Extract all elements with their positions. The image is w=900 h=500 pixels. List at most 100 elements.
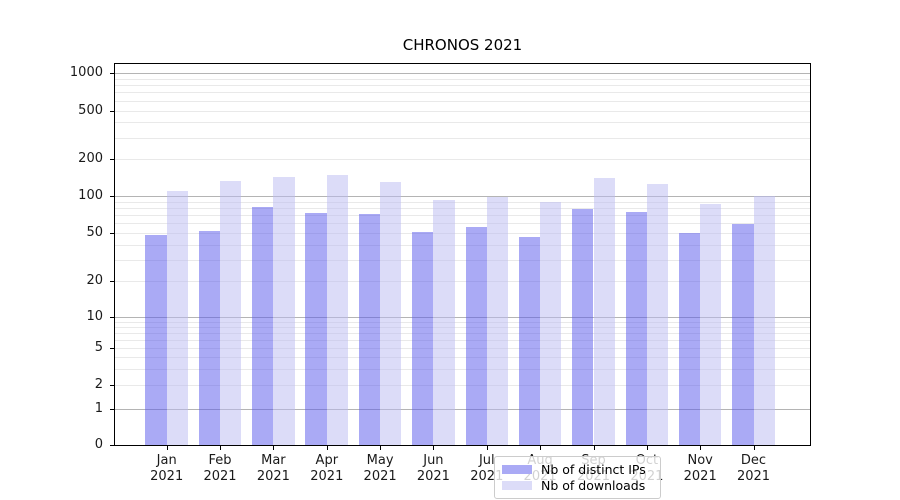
y-tick-label-1: 1 [94, 400, 103, 416]
gridline-3 [115, 368, 810, 370]
gridline-7 [115, 333, 810, 335]
gridline-400 [115, 122, 810, 124]
x-tick-mark-feb [220, 446, 221, 450]
gridline-500 [115, 110, 810, 112]
y-tick-mark-1000 [110, 73, 114, 74]
bar-downloads-sep [593, 178, 615, 445]
y-tick-mark-200 [110, 159, 114, 160]
gridline-10 [115, 317, 810, 318]
y-tick-mark-50 [110, 232, 114, 234]
y-tick-label-50: 50 [86, 224, 103, 240]
legend-item-distinct-ips: Nb of distinct IPs [502, 461, 652, 477]
bar-distinct-ips-nov [678, 232, 701, 445]
gridline-900 [115, 78, 810, 80]
chart-title: CHRONOS 2021 [402, 36, 523, 54]
y-tick-mark-500 [110, 110, 114, 112]
x-tick-mark-jan [166, 446, 168, 450]
x-tick-label-jan: Jan 2021 [150, 453, 184, 484]
gridline-60 [115, 223, 810, 224]
bar-downloads-oct [646, 184, 669, 445]
legend: Nb of distinct IPs Nb of downloads [494, 456, 661, 499]
bar-downloads-jun [433, 199, 455, 445]
gridline-40 [115, 244, 810, 246]
y-tick-label-0: 0 [94, 437, 103, 452]
bar-distinct-ips-mar [252, 207, 274, 445]
y-tick-mark-100 [110, 196, 114, 197]
y-tick-label-500: 500 [78, 102, 103, 118]
gridline-5 [115, 348, 810, 350]
y-tick-label-200: 200 [78, 151, 103, 166]
gridline-50 [115, 232, 810, 234]
x-tick-mark-oct [646, 446, 648, 450]
x-tick-label-apr: Apr 2021 [310, 453, 344, 484]
bar-downloads-aug [540, 201, 562, 445]
bar-downloads-mar [273, 177, 295, 445]
x-tick-label-nov: Nov 2021 [683, 453, 717, 484]
y-tick-label-20: 20 [86, 273, 103, 289]
gridline-700 [115, 92, 810, 94]
gridline-80 [115, 207, 810, 209]
gridline-70 [115, 214, 810, 216]
y-tick-mark-1 [110, 408, 114, 410]
gridline-1000 [115, 73, 810, 74]
legend-swatch-downloads [502, 481, 532, 491]
bar-downloads-jul [486, 196, 509, 445]
x-tick-label-feb: Feb 2021 [203, 453, 237, 484]
bar-distinct-ips-jul [465, 226, 487, 445]
gridline-90 [115, 201, 810, 203]
bar-downloads-feb [220, 180, 242, 445]
x-tick-mark-may [380, 446, 382, 450]
y-tick-mark-0 [110, 445, 114, 446]
y-tick-mark-10 [110, 317, 114, 318]
x-tick-label-dec: Dec 2021 [736, 453, 771, 484]
gridline-8 [115, 327, 810, 329]
gridline-6 [115, 340, 810, 342]
bar-distinct-ips-dec [732, 223, 754, 445]
gridline-200 [115, 159, 810, 160]
bar-distinct-ips-apr [305, 213, 327, 445]
x-tick-label-jun: Jun 2021 [416, 453, 450, 484]
y-tick-label-10: 10 [86, 309, 103, 324]
gridline-800 [115, 85, 810, 87]
x-tick-mark-jul [486, 446, 488, 450]
x-tick-mark-dec [753, 446, 755, 450]
gridline-1 [115, 408, 810, 410]
y-tick-mark-20 [110, 281, 114, 283]
bar-distinct-ips-sep [572, 208, 594, 445]
x-tick-mark-aug [540, 446, 542, 450]
x-tick-mark-nov [700, 446, 702, 450]
bar-downloads-nov [700, 204, 722, 445]
gridline-20 [115, 281, 810, 283]
bar-downloads-may [380, 181, 402, 445]
gridline-30 [115, 259, 810, 261]
legend-swatch-distinct-ips [502, 464, 532, 474]
legend-label-downloads: Nb of downloads [541, 478, 646, 494]
x-tick-mark-apr [326, 446, 328, 450]
y-tick-label-100: 100 [78, 188, 103, 203]
y-tick-mark-5 [110, 348, 114, 350]
gridline-300 [115, 137, 810, 139]
gridline-4 [115, 357, 810, 359]
bar-downloads-jan [166, 190, 188, 445]
legend-label-distinct-ips: Nb of distinct IPs [541, 461, 646, 477]
y-tick-label-5: 5 [94, 340, 103, 356]
gridline-9 [115, 321, 810, 323]
gridline-100 [115, 196, 810, 197]
bar-distinct-ips-jun [412, 231, 434, 445]
y-tick-label-1000: 1000 [69, 65, 103, 80]
y-tick-label-2: 2 [94, 377, 103, 392]
x-tick-label-mar: Mar 2021 [256, 453, 290, 484]
x-tick-mark-jun [433, 446, 435, 450]
bar-distinct-ips-aug [518, 237, 541, 445]
x-tick-label-may: May 2021 [363, 453, 397, 484]
bar-downloads-apr [326, 175, 349, 445]
bar-distinct-ips-oct [625, 211, 647, 445]
bar-distinct-ips-feb [198, 230, 220, 445]
gridline-2 [115, 385, 810, 386]
x-tick-mark-sep [593, 446, 595, 450]
x-tick-mark-mar [273, 446, 275, 450]
bar-downloads-dec [753, 196, 775, 445]
plot-area: Nb of distinct IPs Nb of downloads [114, 63, 811, 499]
y-tick-mark-2 [110, 385, 114, 386]
